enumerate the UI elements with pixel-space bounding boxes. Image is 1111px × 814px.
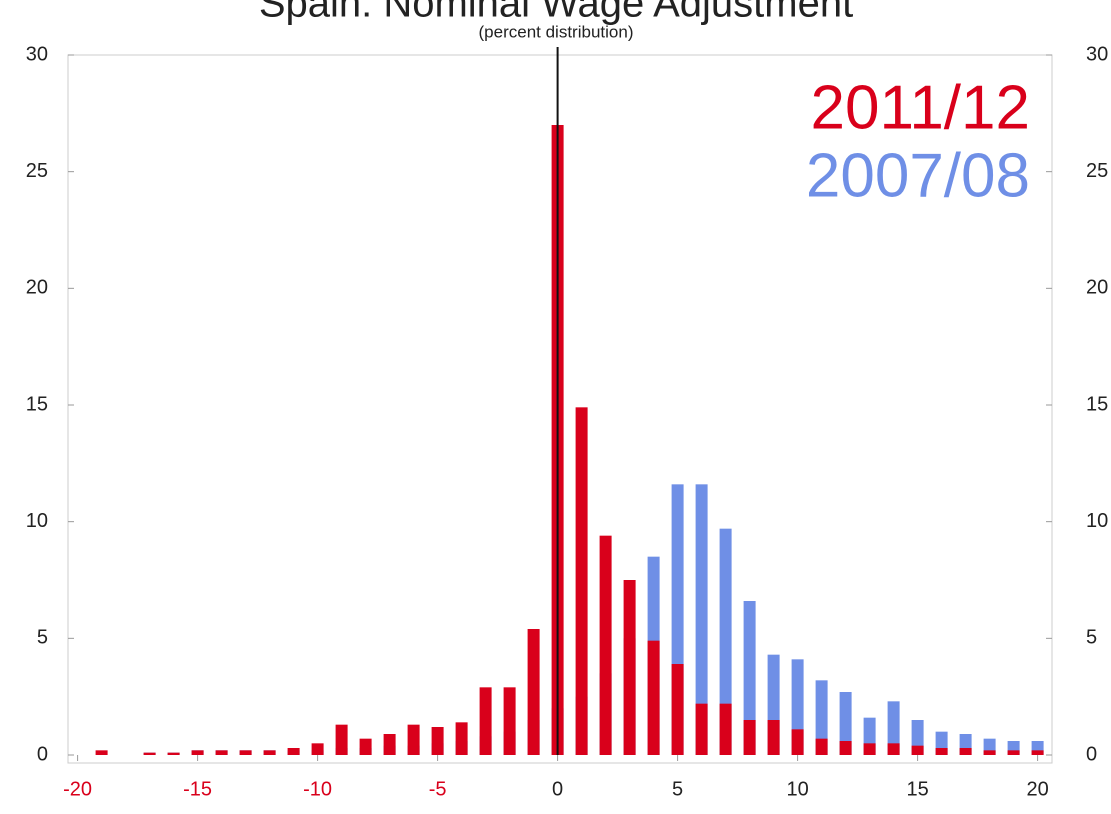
- bar: [383, 734, 396, 755]
- x-tick-label: -20: [63, 778, 92, 800]
- y2-tick-label: 5: [1086, 627, 1097, 649]
- bar: [767, 720, 780, 755]
- chart-subtitle: (percent distribution): [479, 22, 634, 41]
- x-tick-label: 10: [786, 778, 808, 800]
- bar: [815, 738, 828, 755]
- y2-tick-label: 0: [1086, 743, 1097, 765]
- bar: [167, 752, 180, 755]
- x-tick-label: 5: [672, 778, 683, 800]
- y-tick-label: 5: [37, 627, 48, 649]
- bar: [335, 724, 348, 755]
- bar: [1031, 750, 1044, 755]
- bar: [527, 629, 540, 755]
- bar: [911, 745, 924, 755]
- bar: [311, 743, 324, 755]
- bar: [695, 703, 708, 755]
- bar: [407, 724, 420, 755]
- x-tick-label: 0: [552, 778, 563, 800]
- y2-tick-label: 25: [1086, 160, 1108, 182]
- legend-label: 2011/12: [810, 73, 1030, 142]
- x-tick-label: 15: [906, 778, 928, 800]
- bar: [791, 729, 804, 755]
- x-tick-label: 20: [1026, 778, 1048, 800]
- y2-tick-label: 10: [1086, 510, 1108, 532]
- y-tick-label: 25: [26, 160, 48, 182]
- bar: [863, 743, 876, 755]
- bar: [143, 752, 156, 755]
- y-tick-label: 30: [26, 43, 48, 65]
- bar: [215, 750, 228, 755]
- bar: [287, 748, 300, 755]
- chart-title: Spain: Nominal Wage Adjustment: [259, 0, 853, 26]
- bar: [839, 741, 852, 755]
- bar: [743, 720, 756, 755]
- y-tick-label: 15: [26, 393, 48, 415]
- bar: [263, 750, 276, 755]
- bar: [95, 750, 108, 755]
- x-tick-label: -5: [429, 778, 447, 800]
- bar: [935, 748, 948, 755]
- bar: [575, 407, 588, 755]
- bar: [479, 687, 492, 755]
- y2-tick-label: 30: [1086, 43, 1108, 65]
- y2-tick-label: 15: [1086, 393, 1108, 415]
- bar: [359, 738, 372, 755]
- bar: [455, 722, 468, 755]
- y-tick-label: 20: [26, 277, 48, 299]
- bar: [743, 601, 756, 755]
- legend-label: 2007/08: [806, 141, 1030, 210]
- bar: [191, 750, 204, 755]
- bar: [695, 484, 708, 755]
- bar: [887, 743, 900, 755]
- bar: [671, 664, 684, 755]
- bar: [959, 748, 972, 755]
- bar: [431, 727, 444, 755]
- bar: [599, 535, 612, 755]
- bar: [983, 750, 996, 755]
- x-tick-label: -15: [183, 778, 212, 800]
- bar: [503, 687, 516, 755]
- y2-tick-label: 20: [1086, 277, 1108, 299]
- bar: [1007, 750, 1020, 755]
- plot-frame: [67, 54, 1053, 764]
- bar: [719, 703, 732, 755]
- bar: [887, 701, 900, 755]
- bar: [647, 640, 660, 755]
- bar: [719, 528, 732, 755]
- bar: [239, 750, 252, 755]
- y-tick-label: 10: [26, 510, 48, 532]
- bar: [815, 680, 828, 755]
- bar: [839, 692, 852, 755]
- x-tick-label: -10: [303, 778, 332, 800]
- y-tick-label: 0: [37, 743, 48, 765]
- bar: [623, 580, 636, 755]
